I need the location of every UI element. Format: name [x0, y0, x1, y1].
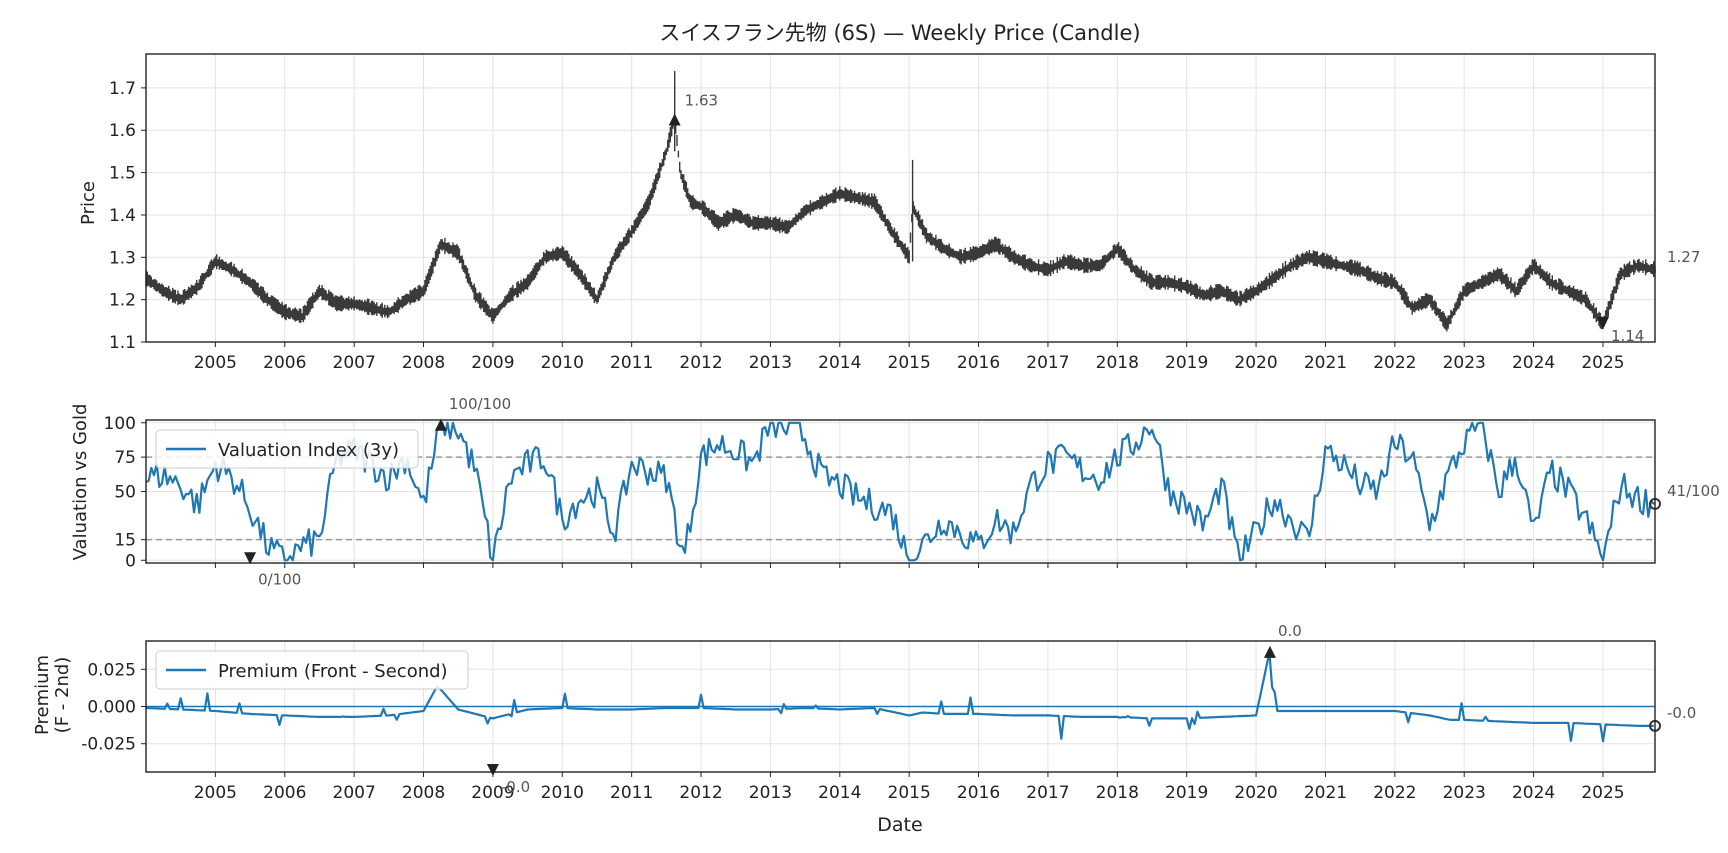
- x-tick-label: 2009: [471, 783, 514, 803]
- x-tick-label: 2024: [1512, 353, 1555, 373]
- valuation-line: [145, 421, 1656, 562]
- y-tick-label: 1.5: [109, 164, 136, 184]
- y-tick-label: 1.4: [109, 206, 136, 226]
- x-tick-label: 2006: [263, 353, 306, 373]
- annotation-label: -0.0: [501, 778, 530, 796]
- x-tick-label: 2013: [749, 783, 792, 803]
- x-tick-label: 2013: [749, 353, 792, 373]
- x-tick-label: 2006: [263, 783, 306, 803]
- x-tick-label: 2009: [471, 353, 514, 373]
- x-tick-label: 2019: [1165, 783, 1208, 803]
- x-tick-label: 2016: [957, 783, 1000, 803]
- x-tick-label: 2021: [1304, 783, 1347, 803]
- annotation-label: 1.27: [1667, 248, 1700, 266]
- x-tick-label: 2020: [1234, 783, 1277, 803]
- x-tick-label: 2018: [1096, 783, 1139, 803]
- x-tick-label: 2005: [194, 353, 237, 373]
- x-axis-label: Date: [877, 814, 922, 836]
- x-tick-label: 2022: [1373, 353, 1416, 373]
- annotation-label: 1.14: [1611, 327, 1644, 345]
- x-tick-label: 2007: [333, 783, 376, 803]
- plot-frame: [145, 640, 1656, 773]
- legend-box: [155, 650, 469, 690]
- x-tick-label: 2017: [1026, 353, 1069, 373]
- y-tick-label: 1.1: [109, 333, 136, 353]
- price-candles: [145, 70, 1656, 332]
- x-tick-label: 2014: [818, 353, 861, 373]
- x-tick-label: 2025: [1581, 783, 1624, 803]
- premium-panel: -0.025 0.000 0.025 2005 2006 2007 2008 2009 2010…: [81, 622, 1696, 803]
- legend-label: Premium (Front - Second): [218, 661, 448, 682]
- x-tick-label: 2015: [888, 783, 931, 803]
- x-tick-label: 2018: [1096, 353, 1139, 373]
- x-tick-label: 2023: [1443, 353, 1486, 373]
- premium-y-axis-label: Premium (F - 2nd): [32, 655, 73, 735]
- y-tick-label: 100: [104, 414, 136, 434]
- max-marker: [668, 113, 681, 126]
- x-tick-label: 2007: [333, 353, 376, 373]
- plot-frame: [145, 419, 1656, 564]
- x-tick-label: 2008: [402, 353, 445, 373]
- y-tick-label: 15: [114, 531, 136, 551]
- annotation-label: 0/100: [258, 570, 301, 588]
- x-tick-label: 2005: [194, 783, 237, 803]
- x-tick-label: 2015: [888, 353, 931, 373]
- min-marker: [244, 552, 257, 565]
- x-tick-label: 2022: [1373, 783, 1416, 803]
- legend-box: [155, 429, 419, 469]
- min-marker: [1596, 317, 1609, 330]
- annotation-label: 0.0: [1278, 622, 1302, 640]
- premium-line: [145, 651, 1654, 743]
- annotation-label: 1.63: [685, 92, 718, 110]
- annotation-label: -0.0: [1667, 704, 1696, 722]
- legend-label: Valuation Index (3y): [218, 440, 399, 461]
- x-tick-label: 2012: [679, 783, 722, 803]
- chart-title: スイスフラン先物 (6S) — Weekly Price (Candle): [659, 21, 1140, 45]
- y-tick-label: 0.025: [87, 660, 136, 680]
- premium-y-axis-label-line2: (F - 2nd): [52, 657, 73, 734]
- y-tick-label: 1.2: [109, 291, 136, 311]
- x-tick-label: 2020: [1234, 353, 1277, 373]
- max-marker: [1263, 645, 1276, 658]
- x-tick-label: 2011: [610, 783, 653, 803]
- x-tick-label: 2019: [1165, 353, 1208, 373]
- min-marker: [486, 764, 499, 776]
- x-tick-label: 2021: [1304, 353, 1347, 373]
- x-tick-label: 2024: [1512, 783, 1555, 803]
- annotation-label: 100/100: [449, 395, 511, 413]
- y-tick-label: 1.3: [109, 248, 136, 268]
- x-tick-label: 2010: [541, 353, 584, 373]
- y-tick-label: 0: [125, 551, 136, 571]
- x-tick-label: 2014: [818, 783, 861, 803]
- y-tick-label: 0.000: [87, 698, 136, 718]
- y-tick-label: 75: [114, 448, 136, 468]
- x-tick-label: 2008: [402, 783, 445, 803]
- y-tick-label: 1.6: [109, 121, 136, 141]
- x-tick-label: 2025: [1581, 353, 1624, 373]
- x-tick-label: 2023: [1443, 783, 1486, 803]
- y-tick-label: -0.025: [81, 735, 136, 755]
- plot-frame: [145, 53, 1656, 343]
- x-tick-label: 2016: [957, 353, 1000, 373]
- y-tick-label: 1.7: [109, 79, 136, 99]
- max-marker: [434, 418, 447, 431]
- x-tick-label: 2011: [610, 353, 653, 373]
- price-panel: 1.1 1.2 1.3 1.4 1.5 1.6 1.7 2005 2006 2007 2008 200…: [109, 53, 1700, 373]
- x-tick-label: 2012: [679, 353, 722, 373]
- valuation-panel: 015 50 75 100 100/100 0/100 41/100 Valuation In…: [104, 395, 1720, 589]
- valuation-y-axis-label: Valuation vs Gold: [70, 404, 91, 561]
- price-y-axis-label: Price: [78, 181, 99, 225]
- annotation-label: 41/100: [1667, 482, 1720, 500]
- x-tick-label: 2017: [1026, 783, 1069, 803]
- y-tick-label: 50: [114, 483, 136, 503]
- premium-y-axis-label-line1: Premium: [32, 655, 53, 735]
- x-tick-label: 2010: [541, 783, 584, 803]
